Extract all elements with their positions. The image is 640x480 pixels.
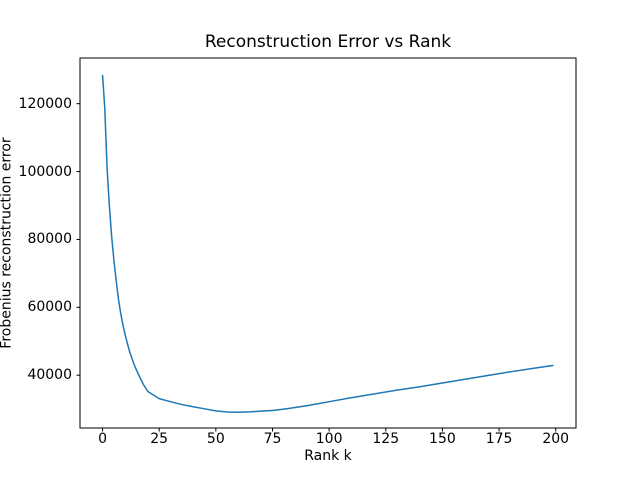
x-tick-label: 125	[372, 431, 400, 447]
error-curve-line	[101, 74, 554, 413]
y-tick-label: 120000	[18, 95, 72, 112]
tick-marks	[76, 103, 557, 432]
x-tick-label: 50	[206, 431, 225, 447]
y-tick-label: 40000	[27, 367, 72, 384]
plot-spines	[79, 57, 577, 429]
x-tick-label: 100	[315, 431, 343, 447]
y-tick-label: 60000	[27, 299, 72, 316]
x-tick-label: 25	[150, 431, 169, 447]
x-tick-label: 150	[429, 431, 456, 447]
x-tick-label: 175	[485, 431, 513, 447]
y-tick-label: 80000	[27, 231, 72, 248]
x-tick-label: 200	[542, 431, 570, 447]
y-tick-label: 100000	[18, 163, 72, 180]
chart-title: Reconstruction Error vs Rank	[204, 32, 452, 52]
x-tick-label: 75	[263, 431, 282, 447]
x-axis-label: Rank k	[304, 448, 352, 464]
x-tick-label: 0	[98, 431, 107, 447]
